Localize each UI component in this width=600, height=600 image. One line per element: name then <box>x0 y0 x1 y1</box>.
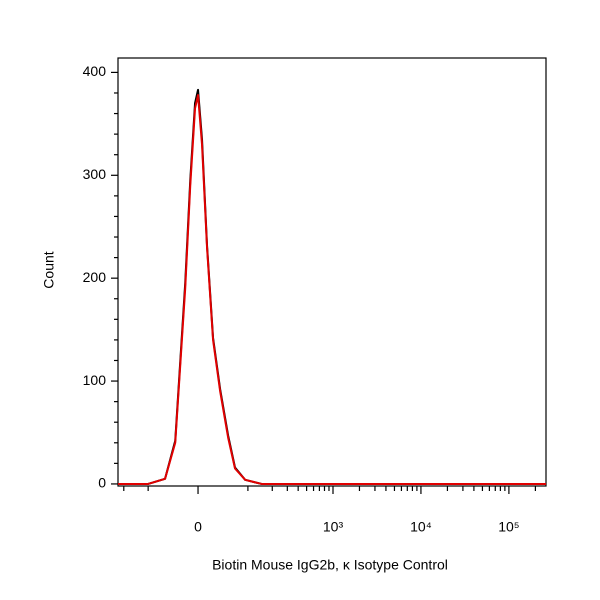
y-tick-label: 0 <box>98 475 106 491</box>
y-tick-label: 400 <box>83 63 107 79</box>
y-tick-label: 300 <box>83 166 107 182</box>
x-tick-label: 10⁴ <box>410 519 432 535</box>
x-axis-label: Biotin Mouse IgG2b, κ Isotype Control <box>212 557 448 573</box>
y-axis-label: Count <box>41 251 57 288</box>
histogram-line <box>118 94 546 485</box>
x-tick-label: 0 <box>194 519 202 535</box>
y-tick-label: 200 <box>83 269 107 285</box>
x-tick-label: 10³ <box>323 519 344 535</box>
y-tick-label: 100 <box>83 372 107 388</box>
x-tick-label: 10⁵ <box>498 519 519 535</box>
histogram-line <box>118 88 546 485</box>
plot-frame <box>117 57 547 487</box>
